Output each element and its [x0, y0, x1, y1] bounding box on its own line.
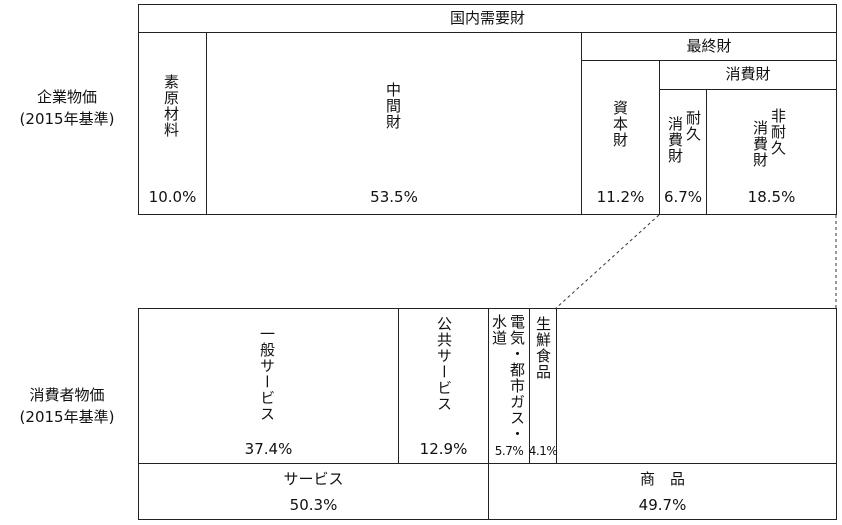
fresh-food-pct: 4.1%	[528, 444, 558, 458]
nondurable-consumer-goods-pct: 18.5%	[747, 188, 796, 206]
general-services-label: 一般サービス	[258, 326, 276, 422]
capital-goods-label: 資本財	[611, 100, 629, 148]
goods-total-pct: 49.7%	[638, 496, 687, 514]
consumer-price-label: 消費者物価 (2015年基準)	[0, 384, 134, 428]
durable-consumer-goods-label-a: 耐久	[684, 110, 702, 142]
raw-materials-pct: 10.0%	[148, 188, 197, 206]
connector-left-line	[554, 214, 660, 310]
corporate-price-label-line2: (2015年基準)	[19, 110, 115, 128]
consumer-price-label-line2: (2015年基準)	[19, 408, 115, 426]
domestic-demand-title: 国内需要財	[449, 9, 525, 27]
utilities-label-a: 電気・都市ガス・	[508, 314, 526, 442]
corporate-price-label: 企業物価 (2015年基準)	[0, 86, 134, 130]
durable-consumer-goods-label-b: 消費財	[666, 116, 684, 164]
nondurable-consumer-goods-label-b: 消費財	[751, 120, 769, 168]
durable-consumer-goods-pct: 6.7%	[663, 188, 703, 206]
goods-upper-area	[556, 308, 837, 464]
general-services-pct: 37.4%	[244, 440, 293, 458]
services-total-pct: 50.3%	[289, 496, 338, 514]
goods-total-cell	[488, 463, 837, 520]
consumer-goods-title: 消費財	[725, 65, 771, 83]
raw-materials-label: 素原材料	[162, 74, 180, 138]
consumer-price-label-line1: 消費者物価	[29, 386, 105, 404]
utilities-pct: 5.7%	[494, 444, 524, 458]
nondurable-consumer-goods-label-a: 非耐	[769, 108, 787, 140]
public-services-pct: 12.9%	[419, 440, 468, 458]
nondurable-consumer-goods-cell	[706, 89, 837, 215]
nondurable-consumer-goods-label-c: 久	[769, 140, 787, 156]
public-services-label: 公共サービス	[435, 316, 453, 412]
capital-goods-pct: 11.2%	[596, 188, 645, 206]
fresh-food-label: 生鮮食品	[534, 316, 552, 380]
intermediate-goods-label: 中間財	[384, 82, 402, 130]
final-goods-title: 最終財	[686, 37, 732, 55]
goods-total-label: 商 品	[639, 470, 685, 488]
services-total-label: サービス	[283, 470, 344, 488]
corporate-price-label-line1: 企業物価	[36, 88, 97, 106]
intermediate-goods-pct: 53.5%	[370, 188, 418, 206]
utilities-label-b: 水道	[490, 314, 508, 346]
